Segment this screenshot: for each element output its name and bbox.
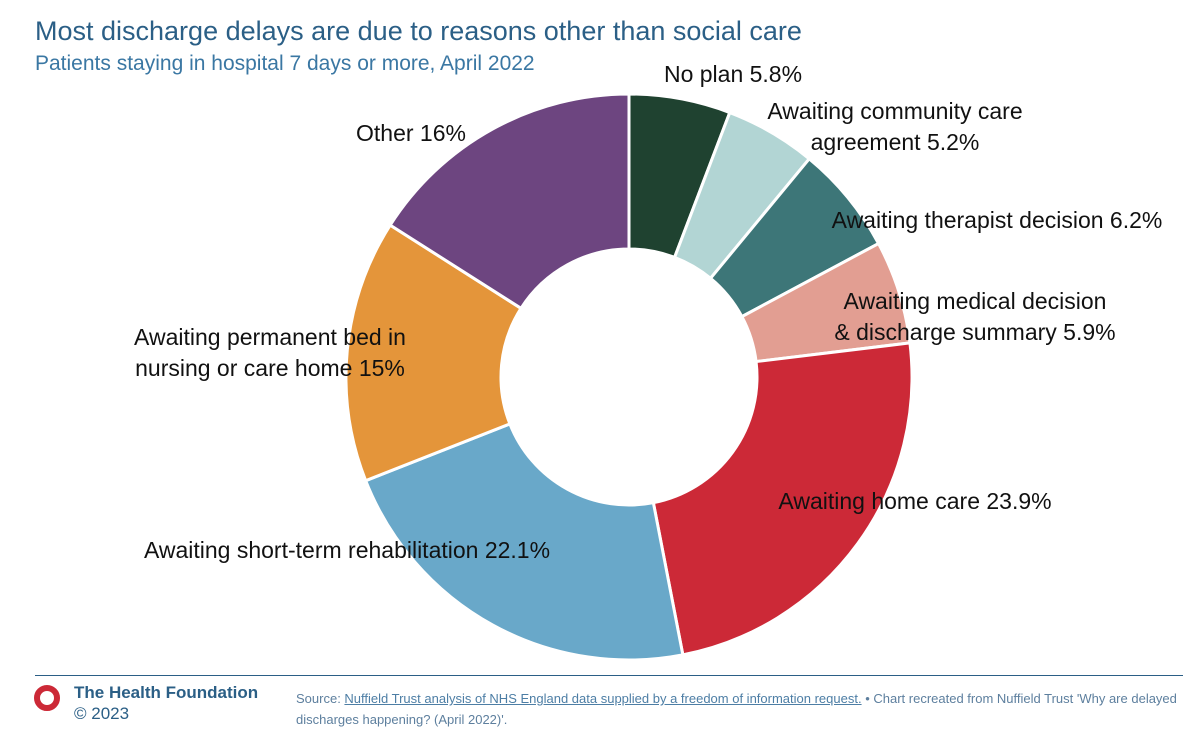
source-link[interactable]: Nuffield Trust analysis of NHS England d… xyxy=(344,691,862,706)
source-note: Source: Nuffield Trust analysis of NHS E… xyxy=(296,688,1186,730)
slice-label: Awaiting therapist decision 6.2% xyxy=(832,207,1163,233)
slice-label: Awaiting short-term rehabilitation 22.1% xyxy=(144,537,550,563)
slice-label-line: Awaiting permanent bed in xyxy=(134,324,406,350)
copyright: © 2023 xyxy=(74,704,130,723)
footer-divider xyxy=(35,675,1183,676)
slice-label-line: agreement 5.2% xyxy=(811,129,980,155)
slice-awaiting-short-term-rehabilitation xyxy=(363,421,685,662)
slice-label-line: Other 16% xyxy=(356,120,466,146)
slice-label-line: & discharge summary 5.9% xyxy=(834,319,1115,345)
chart-subtitle: Patients staying in hospital 7 days or m… xyxy=(35,52,535,75)
slice-awaiting-permanent-bed-in-nursing-or-care-home xyxy=(344,223,524,483)
slice-label: Other 16% xyxy=(356,120,466,146)
source-suffix: • Chart recreated from Nuffield Trust 'W… xyxy=(296,691,1177,727)
slice-label-line: nursing or care home 15% xyxy=(135,355,405,381)
slice-label-line: No plan 5.8% xyxy=(664,61,802,87)
chart-title: Most discharge delays are due to reasons… xyxy=(35,16,802,46)
donut-chart: No plan 5.8% Awaiting community care agree… xyxy=(134,61,1163,662)
slice-awaiting-home-care xyxy=(651,341,914,657)
slice-label: Awaiting community care agreement 5.2% xyxy=(767,98,1022,155)
health-foundation-logo-icon xyxy=(34,685,60,711)
brand-name: The Health Foundation xyxy=(74,683,259,702)
slice-label-line: Awaiting short-term rehabilitation 22.1% xyxy=(144,537,550,563)
slice-label: Awaiting permanent bed in nursing or care… xyxy=(134,324,406,381)
slice-label: No plan 5.8% xyxy=(664,61,802,87)
slice-label-line: Awaiting home care 23.9% xyxy=(778,488,1051,514)
slice-label: Awaiting medical decision & discharge sum… xyxy=(834,288,1115,345)
slice-label-line: Awaiting therapist decision 6.2% xyxy=(832,207,1163,233)
slice-other xyxy=(388,92,631,311)
slice-label-line: Awaiting medical decision xyxy=(844,288,1107,314)
slice-label: Awaiting home care 23.9% xyxy=(778,488,1051,514)
source-prefix: Source: xyxy=(296,691,345,706)
slice-label-line: Awaiting community care xyxy=(767,98,1022,124)
